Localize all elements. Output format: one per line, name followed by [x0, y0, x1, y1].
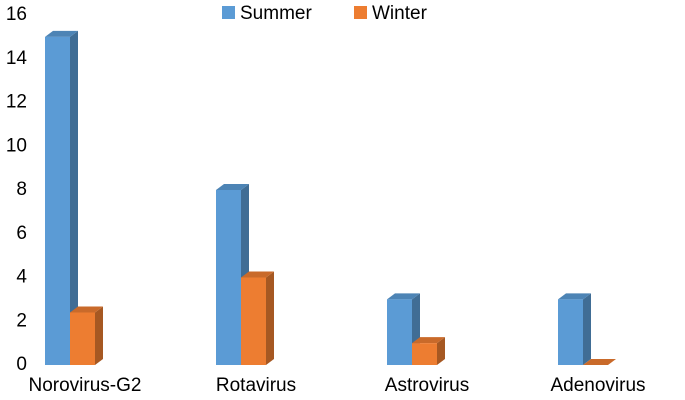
y-tick-label: 12: [6, 92, 27, 113]
bar-top: [412, 337, 445, 344]
legend-label: Winter: [372, 3, 428, 24]
y-tick-label: 6: [16, 223, 27, 244]
y-tick-label: 2: [16, 310, 27, 331]
x-tick-label: Norovirus-G2: [29, 375, 142, 396]
bar-side: [437, 337, 445, 365]
bar: [412, 343, 437, 365]
y-tick-label: 16: [6, 4, 27, 25]
bar-side: [70, 30, 78, 365]
y-tick-label: 10: [6, 135, 27, 156]
bar-top: [558, 293, 591, 300]
bar: [241, 277, 266, 365]
x-tick-label: Rotavirus: [216, 375, 296, 396]
bar: [70, 312, 95, 365]
bar-side: [583, 293, 591, 365]
y-tick-label: 0: [16, 354, 27, 375]
legend-swatch: [222, 6, 235, 19]
bar-side: [95, 306, 103, 365]
y-tick-label: 4: [16, 267, 27, 288]
x-tick-label: Adenovirus: [550, 375, 645, 396]
y-tick-label: 8: [16, 179, 27, 200]
bar: [216, 190, 241, 365]
legend-label: Summer: [240, 3, 312, 24]
bar-top: [70, 306, 103, 313]
bar-side: [266, 271, 274, 365]
bar-top: [45, 30, 78, 37]
bar-top: [387, 293, 420, 300]
legend-swatch: [354, 6, 367, 19]
bar-top: [216, 184, 249, 190]
bar-top: [241, 271, 274, 278]
bar: [45, 36, 70, 365]
bar: [387, 299, 412, 365]
y-tick-label: 14: [6, 48, 28, 69]
bar-top: [583, 359, 616, 365]
bar: [558, 299, 583, 365]
x-tick-label: Astrovirus: [385, 375, 469, 396]
